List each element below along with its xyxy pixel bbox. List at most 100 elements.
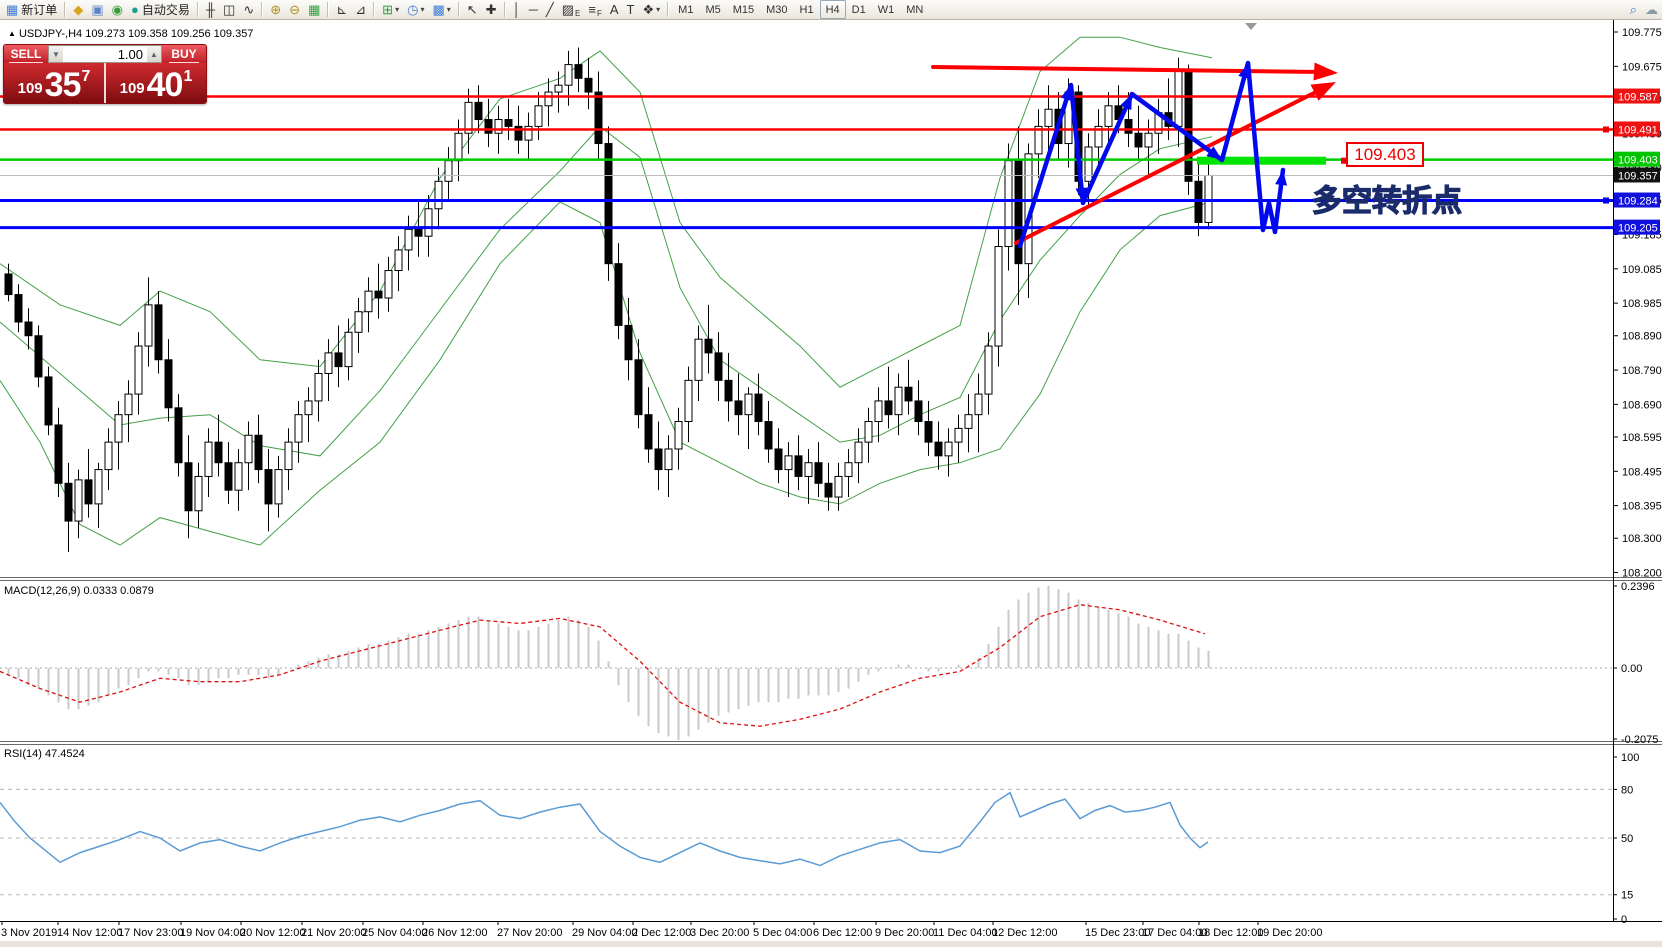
svg-text:15: 15 (1621, 890, 1633, 902)
shapes-icon[interactable]: ❖ ▾ (642, 2, 661, 17)
tf-mn[interactable]: MN (906, 3, 924, 16)
svg-text:109.085: 109.085 (1622, 264, 1662, 276)
buy-button[interactable]: BUY (162, 45, 206, 63)
price-callout-box[interactable]: 109.403 (1341, 142, 1424, 167)
red-trendline-2[interactable] (1014, 82, 1336, 245)
red-trendline-1[interactable] (931, 62, 1338, 81)
text-icon[interactable]: A (606, 0, 623, 19)
blue-zigzag-annotation[interactable] (1017, 60, 1288, 249)
symbol-search-icon[interactable]: ⌕ (1626, 0, 1641, 19)
indicators-icon: ⊞ (382, 2, 394, 17)
line-chart-mode-icon[interactable]: ∿ (239, 0, 258, 19)
templates-icon[interactable]: ▩ ▾ (432, 2, 451, 17)
tf-m1[interactable]: M1 (678, 3, 694, 16)
community-icon[interactable]: ☁ (1641, 0, 1662, 19)
tf-h1[interactable]: H1 (799, 3, 814, 16)
svg-text:3 Nov 2019: 3 Nov 2019 (1, 927, 57, 939)
price-badge-109.357 (1614, 167, 1660, 183)
autotrading-button[interactable]: ● 自动交易 (130, 2, 190, 17)
crosshair-icon[interactable]: ✚ (482, 0, 501, 19)
toolbar-separator (503, 2, 506, 17)
candlestick-mode-icon[interactable]: ◫ (219, 0, 239, 19)
trendline-icon[interactable]: ╱ (542, 0, 558, 19)
volume-increase-button[interactable]: ▲ (147, 46, 161, 62)
rsi-label: RSI(14) 47.4524 (4, 748, 85, 760)
svg-text:109.403: 109.403 (1354, 145, 1415, 164)
sell-price[interactable]: 109 35 7 (4, 63, 106, 103)
bollinger-lower (0, 201, 1213, 546)
volume-stepper: ▼ 1.00 ▲ (48, 45, 162, 63)
svg-text:15 Dec 23:00: 15 Dec 23:00 (1085, 927, 1150, 939)
volume-decrease-button[interactable]: ▼ (49, 46, 63, 62)
symbol-collapse-icon[interactable]: ▲ (8, 29, 16, 38)
svg-text:108.495: 108.495 (1622, 466, 1662, 478)
toolbar-separator (457, 2, 460, 17)
community-icon: ☁ (1645, 2, 1658, 17)
svg-text:109.403: 109.403 (1618, 155, 1658, 167)
main-chart-pane (0, 36, 1613, 552)
metaeditor-icon[interactable]: ▣ (87, 0, 107, 19)
new-order-button[interactable]: ▦ 新订单 (6, 2, 58, 17)
tf-m15[interactable]: M15 (732, 3, 755, 16)
market-watch-icon[interactable]: ◆ (69, 0, 87, 19)
metaeditor-icon: ▣ (91, 2, 104, 17)
templates-icon: ▩ (432, 2, 445, 17)
bar-chart-mode-icon[interactable]: ╫ (202, 0, 219, 19)
channel-icon[interactable]: ▨ E (561, 2, 581, 18)
hline-icon[interactable]: ─ (525, 0, 542, 19)
shapes-icon: ❖ (642, 2, 655, 17)
tf-h4[interactable]: H4 (819, 0, 846, 19)
label-icon[interactable]: T (623, 0, 639, 19)
market-watch-icon: ◆ (73, 2, 84, 17)
svg-text:108.200: 108.200 (1622, 568, 1662, 580)
svg-text:0: 0 (1621, 914, 1627, 926)
toolbar-separator (196, 2, 199, 17)
toolbar-separator (373, 2, 376, 17)
svg-text:21 Nov 20:00: 21 Nov 20:00 (301, 927, 366, 939)
sell-button[interactable]: SELL (4, 45, 48, 63)
zoom-out-icon: ⊖ (289, 2, 301, 17)
buy-price[interactable]: 109 40 1 (119, 66, 193, 104)
data-center-icon: ◉ (111, 2, 123, 17)
svg-text:5 Dec 04:00: 5 Dec 04:00 (753, 927, 812, 939)
data-center-icon[interactable]: ◉ (108, 0, 127, 19)
label-icon: T (626, 2, 635, 17)
cn-text-annotation[interactable]: 多空转折点 (1311, 184, 1462, 218)
cursor-icon[interactable]: ↖ (463, 0, 482, 19)
zoom-out-icon[interactable]: ⊖ (285, 0, 304, 19)
chart-shift-marker[interactable] (1245, 23, 1257, 30)
tile-windows-icon: ▦ (308, 2, 321, 17)
autotrading-button: ● (130, 2, 139, 17)
chart-shift-icon[interactable]: ⊿ (351, 0, 370, 19)
tf-m5[interactable]: M5 (705, 3, 721, 16)
bollinger-upper (0, 36, 1213, 388)
symbol-ohlc-line: ▲ USDJPY-,H4 109.273 109.358 109.256 109… (8, 28, 253, 40)
svg-text:108.690: 108.690 (1622, 399, 1662, 411)
tf-w1[interactable]: W1 (877, 3, 895, 16)
zoom-in-icon[interactable]: ⊕ (266, 0, 285, 19)
vline-icon[interactable]: │ (509, 0, 525, 19)
auto-scroll-icon[interactable]: ⊾ (332, 0, 351, 19)
svg-text:27 Nov 20:00: 27 Nov 20:00 (497, 927, 562, 939)
svg-text:109.284: 109.284 (1618, 196, 1658, 208)
price-axis[interactable]: 109.775109.675109.580109.480109.380109.2… (1613, 27, 1662, 926)
line-chart-mode-icon: ∿ (243, 2, 255, 17)
price-badge-109.403 (1614, 151, 1660, 167)
toolbar-separator (261, 2, 264, 17)
indicators-icon[interactable]: ⊞ ▾ (382, 2, 400, 17)
volume-value[interactable]: 1.00 (117, 47, 143, 62)
vline-icon: │ (512, 2, 521, 17)
text-icon: A (609, 2, 619, 17)
rsi-pane: RSI(14) 47.4524 (0, 748, 1613, 896)
tile-windows-icon[interactable]: ▦ (304, 0, 324, 19)
svg-text:25 Nov 04:00: 25 Nov 04:00 (362, 927, 427, 939)
svg-text:6 Dec 12:00: 6 Dec 12:00 (813, 927, 872, 939)
fibonacci-icon[interactable]: ≡ F (588, 2, 602, 18)
tf-m30[interactable]: M30 (766, 3, 788, 16)
periods-icon[interactable]: ◷ ▾ (407, 2, 425, 17)
tf-d1[interactable]: D1 (851, 3, 866, 16)
green-support-zone[interactable] (1197, 156, 1326, 165)
